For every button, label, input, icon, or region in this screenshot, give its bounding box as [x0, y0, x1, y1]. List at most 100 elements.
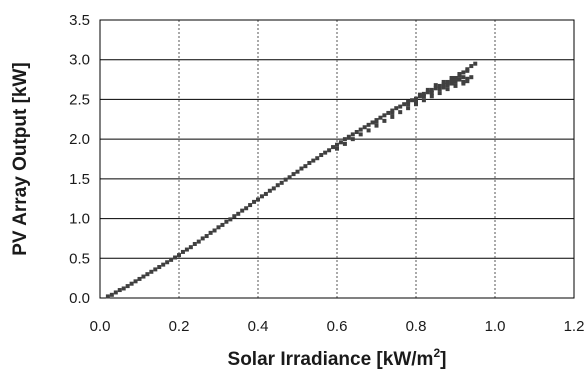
data-point: [445, 79, 450, 84]
data-point: [291, 172, 296, 177]
data-point: [244, 206, 249, 211]
data-point: [473, 61, 478, 66]
data-point: [331, 145, 336, 150]
data-point: [354, 129, 359, 134]
data-point: [457, 72, 462, 77]
data-point: [429, 91, 434, 96]
plot-frame: [99, 19, 575, 299]
data-point: [335, 146, 339, 151]
data-point: [346, 134, 351, 139]
data-point: [390, 108, 395, 113]
data-point: [362, 125, 367, 130]
data-point: [105, 294, 110, 299]
x-tick-label: 0.0: [90, 318, 111, 335]
data-point: [453, 83, 458, 88]
data-point: [449, 81, 454, 86]
data-point: [184, 247, 189, 252]
x-tick-label: 0.4: [248, 318, 269, 335]
data-point: [311, 158, 316, 163]
data-point: [469, 64, 474, 69]
data-point: [465, 68, 470, 73]
data-point: [129, 281, 134, 286]
data-point: [469, 75, 474, 80]
data-point: [271, 186, 276, 191]
data-point: [441, 79, 446, 84]
y-tick-label: 3.5: [69, 12, 90, 29]
x-tick-label: 0.2: [169, 318, 190, 335]
data-point: [342, 137, 347, 142]
data-point: [421, 98, 426, 103]
data-point: [366, 128, 371, 133]
data-point: [208, 230, 213, 235]
data-point: [350, 137, 355, 142]
y-tick-label: 2.0: [69, 131, 90, 148]
data-point: [445, 83, 450, 88]
data-point: [421, 91, 426, 96]
data-point: [188, 245, 193, 250]
data-point: [279, 180, 284, 185]
data-point: [275, 183, 280, 188]
data-point: [303, 164, 308, 169]
data-point: [133, 279, 138, 284]
data-point: [429, 87, 434, 92]
data-point: [228, 217, 233, 222]
y-tick-label: 3.0: [69, 52, 90, 69]
data-point: [414, 99, 418, 104]
y-tick-label: 1.5: [69, 171, 90, 188]
data-point: [121, 286, 126, 291]
data-point: [327, 148, 332, 153]
data-point: [335, 142, 339, 147]
data-point: [177, 253, 181, 258]
data-point: [267, 188, 272, 193]
data-point: [216, 225, 221, 230]
data-point: [441, 82, 446, 87]
data-point: [283, 177, 288, 182]
data-point: [220, 222, 225, 227]
y-tick-label: 2.5: [69, 91, 90, 108]
data-point: [117, 288, 122, 293]
grid: [100, 20, 574, 298]
data-point: [125, 284, 130, 289]
data-point: [457, 77, 462, 82]
data-point: [461, 70, 466, 75]
data-point: [145, 272, 150, 277]
data-point: [307, 160, 312, 165]
data-point: [406, 102, 411, 107]
data-point: [437, 87, 442, 92]
data-point: [398, 110, 403, 115]
data-point: [453, 75, 458, 80]
data-point: [180, 249, 185, 254]
data-point: [200, 236, 205, 241]
data-point: [453, 79, 458, 84]
data-point: [378, 115, 383, 120]
data-point: [240, 208, 245, 213]
data-point: [425, 90, 430, 95]
x-tick-label: 0.6: [327, 318, 348, 335]
y-axis-title: PV Array Output [kW]: [10, 62, 31, 256]
data-point: [358, 132, 363, 137]
data-point: [437, 83, 442, 88]
data-point: [433, 83, 438, 88]
data-point: [323, 150, 328, 155]
data-point: [382, 118, 387, 123]
data-point: [192, 241, 197, 246]
data-point: [374, 119, 379, 124]
data-point: [437, 91, 442, 96]
y-tick-label: 0.0: [69, 290, 90, 307]
data-point: [248, 203, 253, 208]
data-point: [342, 141, 347, 146]
data-point: [414, 102, 418, 107]
x-tick-label: 1.0: [485, 318, 506, 335]
data-point: [358, 127, 363, 132]
y-tick-labels: 0.0 0.5 1.0 1.5 2.0 2.5 3.0 3.5: [69, 12, 90, 307]
data-point: [406, 106, 411, 111]
data-point: [173, 255, 178, 260]
data-point: [141, 274, 146, 279]
data-point: [410, 98, 415, 103]
data-point: [113, 290, 118, 295]
data-point: [402, 102, 407, 107]
data-point: [465, 76, 470, 81]
data-point: [441, 85, 446, 90]
data-point: [259, 194, 264, 199]
